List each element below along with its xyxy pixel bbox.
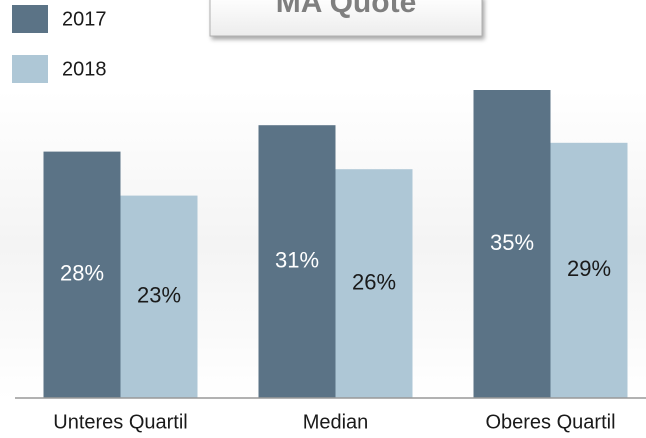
bar	[550, 142, 628, 398]
data-label: 31%	[275, 247, 319, 272]
x-tick-label: Oberes Quartil	[485, 411, 615, 433]
data-label: 28%	[60, 261, 104, 286]
bar	[43, 151, 121, 398]
legend: 2017 2018	[12, 5, 107, 83]
data-label: 29%	[567, 256, 611, 281]
data-label: 35%	[490, 230, 534, 255]
x-tick-label: Median	[303, 411, 369, 433]
bar	[258, 125, 336, 398]
legend-label: 2017	[62, 8, 107, 30]
title-box	[209, 0, 483, 37]
bar	[473, 90, 551, 398]
x-tick-label: Unteres Quartil	[53, 411, 188, 433]
bar	[335, 169, 413, 398]
data-label: 26%	[352, 269, 396, 294]
bars: 28% 23% Unteres Quartil 31% 26% Median 35% 29% O…	[43, 90, 628, 433]
legend-swatch	[12, 5, 48, 33]
legend-swatch	[12, 55, 48, 83]
data-label: 23%	[137, 283, 181, 308]
chart-title: MA Quote	[276, 0, 417, 19]
legend-label: 2018	[62, 58, 107, 80]
bar	[120, 195, 198, 398]
